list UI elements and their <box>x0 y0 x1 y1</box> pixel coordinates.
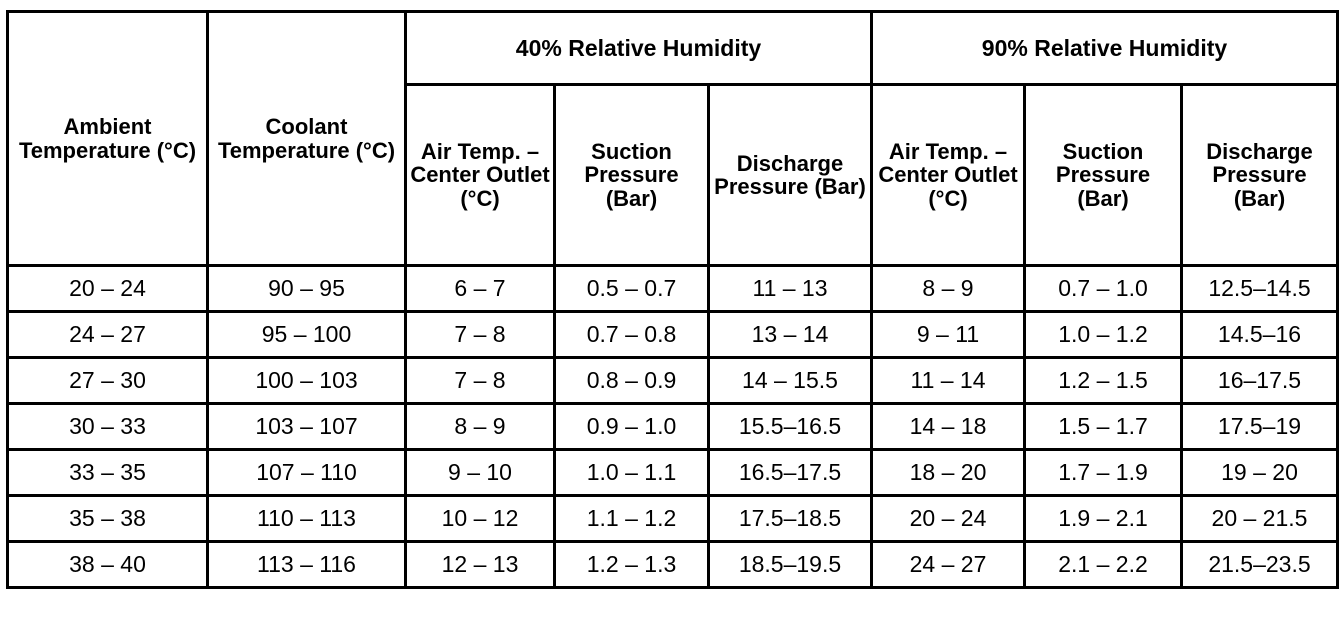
table-cell: 0.7 – 0.8 <box>553 310 710 359</box>
table-cell: 24 – 27 <box>870 540 1026 589</box>
data-row: 27 – 30 100 – 103 7 – 8 0.8 – 0.9 14 – 15.5 1… <box>6 356 1339 405</box>
table-cell: 15.5–16.5 <box>707 402 873 451</box>
table-cell: 12 – 13 <box>404 540 556 589</box>
data-row: 38 – 40 113 – 116 12 – 13 1.2 – 1.3 18.5–19.… <box>6 540 1339 589</box>
table-cell: 9 – 11 <box>870 310 1026 359</box>
table-cell: 103 – 107 <box>206 402 407 451</box>
table-cell: 20 – 24 <box>6 264 209 313</box>
table-cell: 0.8 – 0.9 <box>553 356 710 405</box>
table-cell: 1.2 – 1.3 <box>553 540 710 589</box>
column-header: Air Temp. – Center Outlet (°C) <box>404 83 556 267</box>
table-cell: 0.7 – 1.0 <box>1023 264 1183 313</box>
table-cell: 1.7 – 1.9 <box>1023 448 1183 497</box>
table-cell: 11 – 14 <box>870 356 1026 405</box>
table-cell: 12.5–14.5 <box>1180 264 1339 313</box>
table-cell: 2.1 – 2.2 <box>1023 540 1183 589</box>
column-header: Suction Pressure (Bar) <box>1023 83 1183 267</box>
table-cell: 9 – 10 <box>404 448 556 497</box>
group-header: 40% Relative Humidity <box>404 10 873 86</box>
table-cell: 14 – 18 <box>870 402 1026 451</box>
table-cell: 7 – 8 <box>404 356 556 405</box>
table-cell: 110 – 113 <box>206 494 407 543</box>
table-cell: 1.0 – 1.2 <box>1023 310 1183 359</box>
table-cell: 90 – 95 <box>206 264 407 313</box>
table-cell: 21.5–23.5 <box>1180 540 1339 589</box>
table-cell: 8 – 9 <box>870 264 1026 313</box>
table-cell: 95 – 100 <box>206 310 407 359</box>
table-cell: 27 – 30 <box>6 356 209 405</box>
table-cell: 1.2 – 1.5 <box>1023 356 1183 405</box>
table-cell: 18.5–19.5 <box>707 540 873 589</box>
column-header: Air Temp. – Center Outlet (°C) <box>870 83 1026 267</box>
table-cell: 8 – 9 <box>404 402 556 451</box>
table-cell: 35 – 38 <box>6 494 209 543</box>
table-cell: 38 – 40 <box>6 540 209 589</box>
table-cell: 11 – 13 <box>707 264 873 313</box>
table-cell: 20 – 21.5 <box>1180 494 1339 543</box>
subheader-row: Air Temp. – Center Outlet (°C) Suction Pr… <box>8 83 1339 267</box>
table-cell: 0.9 – 1.0 <box>553 402 710 451</box>
column-header: Suction Pressure (Bar) <box>553 83 710 267</box>
table-cell: 0.5 – 0.7 <box>553 264 710 313</box>
table-cell: 1.5 – 1.7 <box>1023 402 1183 451</box>
column-header: Ambient Temperature (°C) <box>6 10 209 267</box>
table-cell: 20 – 24 <box>870 494 1026 543</box>
column-header: Discharge Pressure (Bar) <box>707 83 873 267</box>
table-cell: 1.1 – 1.2 <box>553 494 710 543</box>
table-cell: 30 – 33 <box>6 402 209 451</box>
table-cell: 13 – 14 <box>707 310 873 359</box>
spec-table: Ambient Temperature (°C) Coolant Temperat… <box>6 10 1339 589</box>
group-header: 90% Relative Humidity <box>870 10 1339 86</box>
table-cell: 100 – 103 <box>206 356 407 405</box>
table-cell: 24 – 27 <box>6 310 209 359</box>
table-cell: 6 – 7 <box>404 264 556 313</box>
table-cell: 16–17.5 <box>1180 356 1339 405</box>
table-cell: 1.9 – 2.1 <box>1023 494 1183 543</box>
data-row: 35 – 38 110 – 113 10 – 12 1.1 – 1.2 17.5–18.… <box>6 494 1339 543</box>
data-row: 20 – 24 90 – 95 6 – 7 0.5 – 0.7 11 – 13 8 – 9… <box>6 264 1339 313</box>
table-cell: 16.5–17.5 <box>707 448 873 497</box>
table-cell: 14 – 15.5 <box>707 356 873 405</box>
column-header: Coolant Temperature (°C) <box>206 10 407 267</box>
table-cell: 10 – 12 <box>404 494 556 543</box>
column-header: Discharge Pressure (Bar) <box>1180 83 1339 267</box>
data-row: 30 – 33 103 – 107 8 – 9 0.9 – 1.0 15.5–16.5 1… <box>6 402 1339 451</box>
table-cell: 17.5–19 <box>1180 402 1339 451</box>
table-cell: 33 – 35 <box>6 448 209 497</box>
table-cell: 17.5–18.5 <box>707 494 873 543</box>
table-cell: 18 – 20 <box>870 448 1026 497</box>
table-cell: 1.0 – 1.1 <box>553 448 710 497</box>
data-row: 33 – 35 107 – 110 9 – 10 1.0 – 1.1 16.5–17.5… <box>6 448 1339 497</box>
table-cell: 14.5–16 <box>1180 310 1339 359</box>
table-cell: 113 – 116 <box>206 540 407 589</box>
table-cell: 7 – 8 <box>404 310 556 359</box>
table-cell: 19 – 20 <box>1180 448 1339 497</box>
table-cell: 107 – 110 <box>206 448 407 497</box>
header-row: Ambient Temperature (°C) Coolant Temperat… <box>6 10 1339 267</box>
data-row: 24 – 27 95 – 100 7 – 8 0.7 – 0.8 13 – 14 9 – … <box>6 310 1339 359</box>
